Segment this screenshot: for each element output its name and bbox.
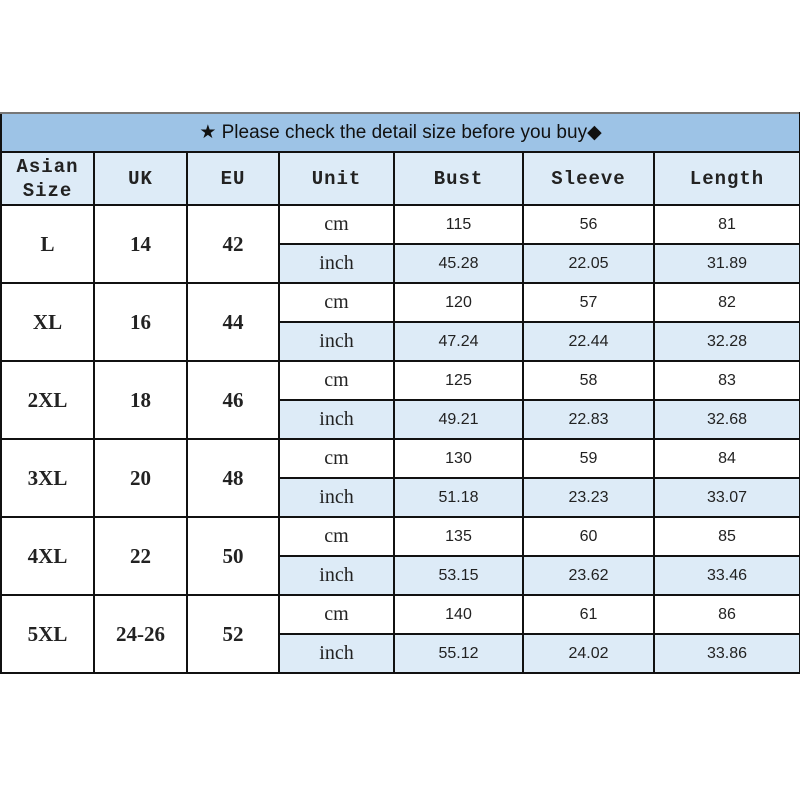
size-cell: 5XL <box>0 594 95 674</box>
header-eu: EU <box>186 151 280 206</box>
length-value: 85 <box>652 516 800 557</box>
header-asian-size: Asian Size <box>0 151 95 206</box>
sleeve-value: 23.23 <box>522 477 655 518</box>
uk-cell: 14 <box>93 204 188 284</box>
length-value: 33.07 <box>652 477 800 518</box>
bust-value: 55.12 <box>393 633 524 674</box>
size-row-cm: 2XL 18 46 cm 125 58 83 <box>0 360 800 440</box>
length-value: 33.46 <box>652 555 800 596</box>
sleeve-value: 24.02 <box>522 633 655 674</box>
unit-cell-cm: cm <box>278 360 395 401</box>
length-value: 31.89 <box>652 243 800 284</box>
bust-value: 53.15 <box>393 555 524 596</box>
unit-cell-cm: cm <box>278 516 395 557</box>
sleeve-value: 56 <box>522 204 655 245</box>
unit-cell-inch: inch <box>278 555 395 596</box>
eu-cell: 48 <box>186 438 280 518</box>
bust-value: 45.28 <box>393 243 524 284</box>
eu-cell: 42 <box>186 204 280 284</box>
header-uk: UK <box>93 151 188 206</box>
eu-cell: 44 <box>186 282 280 362</box>
sleeve-value: 22.44 <box>522 321 655 362</box>
sleeve-value: 57 <box>522 282 655 323</box>
sleeve-value: 59 <box>522 438 655 479</box>
eu-cell: 52 <box>186 594 280 674</box>
bust-value: 135 <box>393 516 524 557</box>
size-row-inch: inch 49.21 22.83 32.68 <box>1 399 800 440</box>
unit-cell-inch: inch <box>278 321 395 362</box>
eu-cell: 50 <box>186 516 280 596</box>
size-cell: 4XL <box>0 516 95 596</box>
uk-cell: 22 <box>93 516 188 596</box>
bust-value: 49.21 <box>393 399 524 440</box>
header-bust: Bust <box>393 151 524 206</box>
length-value: 86 <box>652 594 800 635</box>
length-value: 84 <box>652 438 800 479</box>
uk-cell: 16 <box>93 282 188 362</box>
length-value: 83 <box>652 360 800 401</box>
unit-cell-inch: inch <box>278 399 395 440</box>
size-row-cm: 3XL 20 48 cm 130 59 84 <box>0 438 800 518</box>
size-row-inch: inch 51.18 23.23 33.07 <box>1 477 800 518</box>
unit-cell-cm: cm <box>278 594 395 635</box>
sleeve-value: 23.62 <box>522 555 655 596</box>
uk-cell: 18 <box>93 360 188 440</box>
unit-cell-inch: inch <box>278 243 395 284</box>
size-chart-table: ★ Please check the detail size before yo… <box>0 112 800 674</box>
sleeve-value: 61 <box>522 594 655 635</box>
bust-value: 120 <box>393 282 524 323</box>
bust-value: 115 <box>393 204 524 245</box>
uk-cell: 24-26 <box>93 594 188 674</box>
header-length: Length <box>652 151 800 206</box>
length-value: 32.28 <box>652 321 800 362</box>
unit-cell-cm: cm <box>278 438 395 479</box>
sleeve-value: 58 <box>522 360 655 401</box>
size-row-cm: XL 16 44 cm 120 57 82 <box>0 282 800 362</box>
unit-cell-cm: cm <box>278 282 395 323</box>
length-value: 81 <box>652 204 800 245</box>
bust-value: 51.18 <box>393 477 524 518</box>
length-value: 32.68 <box>652 399 800 440</box>
bust-value: 130 <box>393 438 524 479</box>
length-value: 33.86 <box>652 633 800 674</box>
header-unit: Unit <box>278 151 395 206</box>
header-sleeve: Sleeve <box>522 151 655 206</box>
size-row-inch: inch 45.28 22.05 31.89 <box>1 243 800 284</box>
size-cell: 2XL <box>0 360 95 440</box>
sleeve-value: 60 <box>522 516 655 557</box>
length-value: 82 <box>652 282 800 323</box>
size-cell: XL <box>0 282 95 362</box>
bust-value: 140 <box>393 594 524 635</box>
unit-cell-cm: cm <box>278 204 395 245</box>
eu-cell: 46 <box>186 360 280 440</box>
unit-cell-inch: inch <box>278 477 395 518</box>
sleeve-value: 22.05 <box>522 243 655 284</box>
size-chart-title: ★ Please check the detail size before yo… <box>0 112 800 153</box>
size-row-inch: inch 53.15 23.62 33.46 <box>1 555 800 596</box>
bust-value: 125 <box>393 360 524 401</box>
size-row-cm: 4XL 22 50 cm 135 60 85 <box>0 516 800 596</box>
size-row-inch: inch 47.24 22.44 32.28 <box>1 321 800 362</box>
unit-cell-inch: inch <box>278 633 395 674</box>
size-row-inch: inch 55.12 24.02 33.86 <box>1 633 800 674</box>
size-row-cm: 5XL 24-26 52 cm 140 61 86 <box>0 594 800 674</box>
bust-value: 47.24 <box>393 321 524 362</box>
uk-cell: 20 <box>93 438 188 518</box>
size-cell: 3XL <box>0 438 95 518</box>
size-cell: L <box>0 204 95 284</box>
size-row-cm: L 14 42 cm 115 56 81 <box>0 204 800 284</box>
sleeve-value: 22.83 <box>522 399 655 440</box>
